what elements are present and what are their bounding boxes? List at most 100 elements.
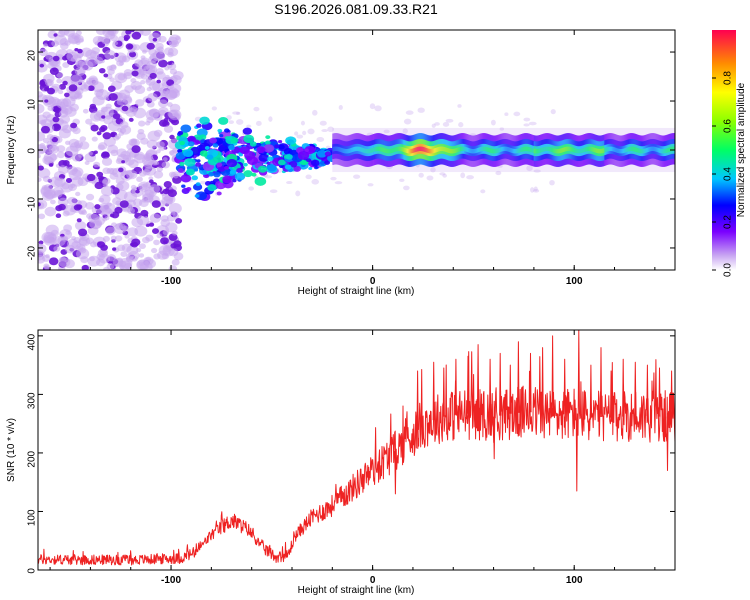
snr-frame [37, 329, 676, 571]
tone-band-segment [504, 146, 507, 152]
tone-band-segment [424, 147, 427, 153]
noise-blob [169, 68, 178, 75]
noise-blob [91, 180, 97, 185]
noise-blob [43, 144, 55, 154]
colorbar-gradient [712, 30, 736, 270]
transition-blob [242, 127, 253, 135]
tone-band-segment [496, 148, 498, 154]
noise-blob [173, 252, 184, 261]
transition-blob [179, 161, 185, 167]
transition-blob [181, 184, 186, 188]
noise-blob [95, 30, 107, 35]
spectrogram-xlabel: Height of straight line (km) [298, 286, 415, 297]
faint-blob [319, 120, 327, 126]
noise-blob [75, 30, 82, 36]
tone-band-segment [499, 147, 502, 152]
transition-blob [263, 144, 275, 153]
tone-band-segment [389, 148, 391, 154]
faint-blob [445, 118, 454, 123]
tone-band-segment [636, 147, 639, 153]
tone-band-segment [497, 148, 499, 153]
tone-band-segment [460, 146, 463, 152]
tone-band-segment [509, 147, 511, 153]
noise-blob [62, 80, 68, 86]
tone-band-segment [364, 148, 367, 154]
noise-blob [167, 189, 178, 198]
faint-blob [338, 104, 343, 110]
noise-blob [38, 48, 48, 57]
faint-blob [264, 175, 273, 179]
tone-band-segment [628, 146, 631, 152]
colorbar-tick-label: 0.0 [723, 263, 734, 277]
tone-band-segment [484, 146, 487, 152]
noise-blob [140, 73, 148, 80]
noise-blob [85, 202, 95, 210]
tone-band-segment [502, 146, 505, 152]
tone-band-segment [430, 148, 433, 154]
noise-blob [70, 183, 76, 189]
tone-band-segment [505, 146, 508, 152]
noise-blob [77, 48, 83, 54]
tone-band-segment [556, 148, 558, 154]
tone-band-segment [498, 147, 500, 153]
tone-band-segment [507, 147, 510, 152]
tone-band-segment [349, 148, 352, 153]
tone-band-segment [564, 146, 567, 152]
transition-blob [177, 148, 183, 153]
tone-band-segment [489, 148, 492, 153]
tone-band-segment [642, 148, 645, 154]
colorbar-tick-label: 0.8 [723, 71, 734, 85]
noise-blob [43, 73, 55, 84]
noise-blob [38, 165, 44, 171]
transition-blob [194, 194, 200, 198]
faint-blob [405, 110, 414, 115]
noise-blob [89, 111, 103, 122]
noise-blob [76, 248, 90, 260]
faint-blob [442, 121, 450, 127]
faint-blob [268, 116, 273, 122]
noise-blob [66, 51, 79, 62]
transition-blob [267, 156, 274, 162]
tone-band-segment [651, 146, 654, 151]
tone-band-segment [622, 148, 625, 154]
tone-band-segment [450, 148, 452, 154]
tone-band-segment [410, 148, 413, 154]
tone-band-segment [623, 148, 626, 153]
transition-blob [232, 178, 237, 183]
noise-blob [87, 85, 95, 92]
noise-blob [86, 173, 96, 182]
tone-band-segment [671, 146, 674, 152]
noise-blob [53, 245, 61, 252]
noise-blob [78, 228, 88, 237]
tone-band-segment [378, 146, 381, 152]
figure-title: S196.2026.081.09.33.R21 [274, 1, 438, 17]
tone-band-segment [664, 148, 666, 154]
tone-band-segment [477, 147, 480, 153]
tone-band-segment [371, 147, 374, 153]
tone-band-segment [332, 146, 334, 152]
transition-blob [195, 191, 207, 201]
tone-band-segment [358, 146, 360, 152]
tone-band-segment [615, 147, 617, 153]
transition-blob [213, 171, 221, 178]
transition-blob [254, 176, 267, 186]
tone-band-segment [337, 146, 340, 152]
transition-blob [180, 124, 192, 133]
tone-band-segment [572, 147, 574, 153]
noise-blob [53, 33, 58, 37]
noise-blob [74, 47, 79, 52]
y-tick-label: 0 [27, 568, 38, 574]
noise-blob [38, 131, 46, 142]
noise-blob [95, 89, 109, 100]
tone-band-segment [363, 148, 366, 153]
noise-blob [68, 169, 82, 181]
noise-blob [64, 140, 71, 145]
faint-blob [480, 189, 486, 194]
faint-blob [495, 170, 502, 176]
tone-band-segment [521, 147, 524, 152]
noise-blob [80, 84, 90, 92]
tone-band-segment [481, 146, 483, 152]
transition-blob [258, 153, 270, 162]
transition-blob [196, 128, 208, 137]
transition-blob [216, 191, 222, 196]
